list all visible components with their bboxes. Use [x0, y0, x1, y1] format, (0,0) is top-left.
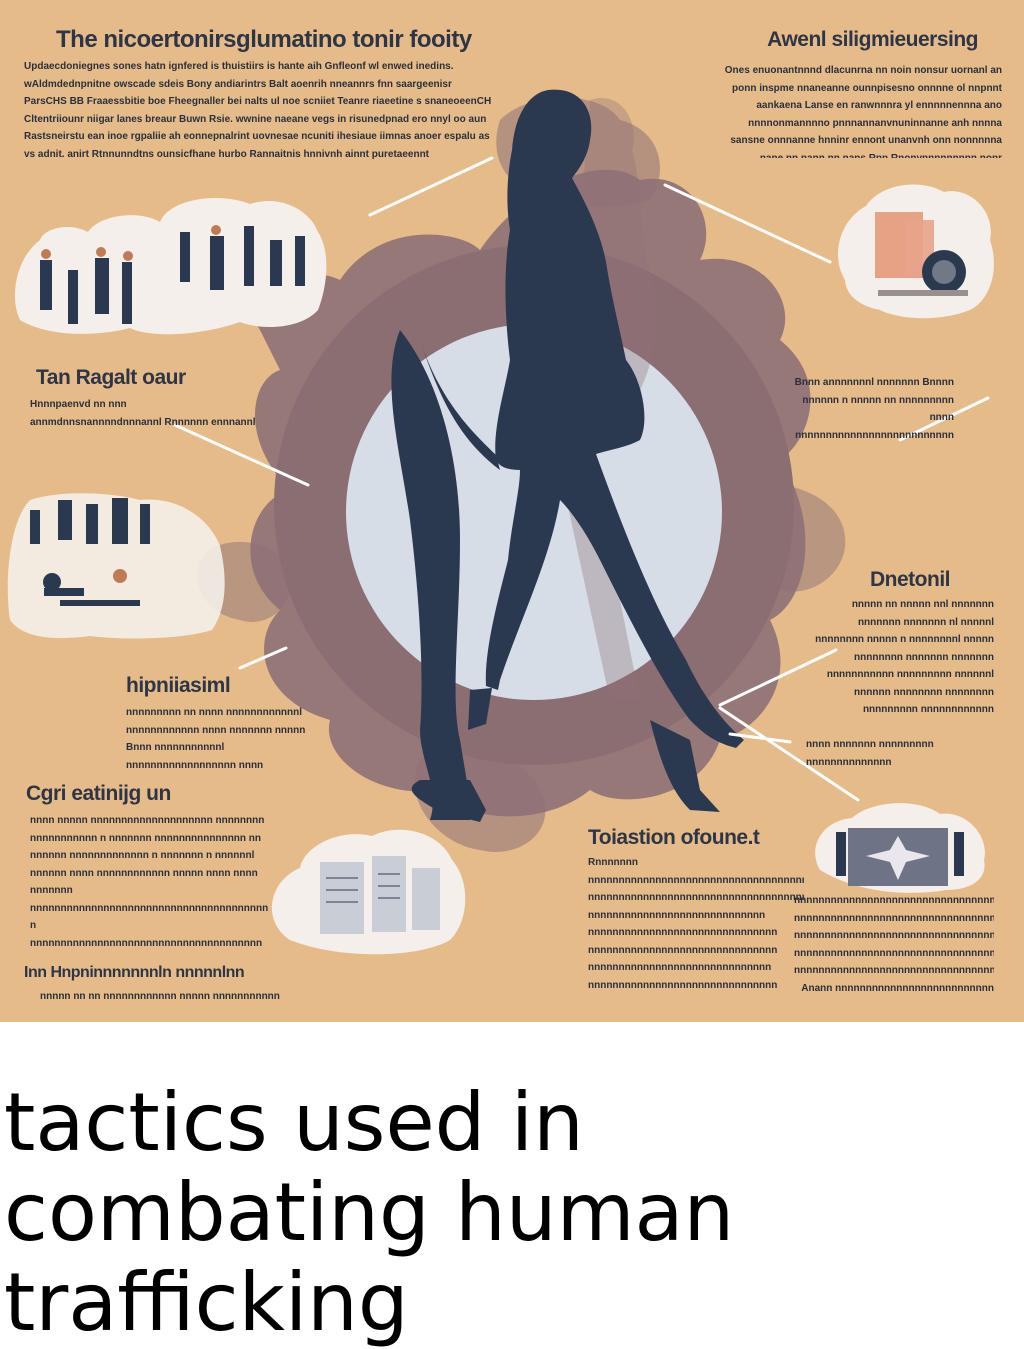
bubble-mid-left — [7, 493, 225, 639]
bubble-bottom-right — [815, 803, 985, 893]
section-body-lower-left-c: nnnnn nn nn nnnnnnnnnnnn nnnnn nnnnnnnnn… — [40, 991, 280, 1002]
infographic-poster: The nicoertonirsglumatino tonir fooity U… — [0, 0, 1024, 1022]
section-body-mid-right: Bnnn annnnnnnl nnnnnnn Bnnnn nnnnnn n nn… — [794, 377, 954, 441]
section-heading-right-center: Dnetonil — [870, 568, 951, 591]
bubble-top-right — [837, 184, 994, 319]
section-body-lower-left-b: nnnn nnnnn nnnnnnnnnnnnnnnnnnnn nnnnnnnn… — [30, 815, 269, 949]
woman-silhouette — [391, 89, 744, 822]
section-heading-lower-left-a: hipniiasiml — [126, 674, 231, 697]
section-body-lower-right-small: nnnn nnnnnnn nnnnnnnnn nnnnnnnnnnnnnn — [806, 739, 934, 768]
section-body-lower-center: Rnnnnnnn nnnnnnnnnnnnnnnnnnnnnnnnnnnnnnn… — [588, 857, 804, 990]
section-heading-lower-left-b: Cgri eatinijg un — [26, 782, 171, 805]
connector-line — [898, 396, 990, 442]
connector-line — [173, 423, 310, 487]
bubble-top-left — [14, 198, 327, 335]
connector-line — [718, 648, 838, 707]
section-body-lower-left-a: nnnnnnnnn nn nnnn nnnnnnnnnnnnl nnnnnnnn… — [126, 707, 306, 771]
connector-line — [663, 183, 832, 264]
section-body-top-left: Updaecdoniegnes sones hatn ignfered is t… — [24, 61, 492, 160]
connector-line — [238, 646, 288, 670]
section-heading-lower-left-c: Inn Hnpninnnnnnnln nnnnnlnn — [24, 964, 245, 981]
section-body-lower-right: nnnnnnnnnnnnnnnnnnnnnnnnnnnnnnnnnnn nnnn… — [794, 895, 994, 1002]
section-heading-top-right: Awenl siligmieuersing — [767, 28, 978, 51]
section-heading-top-left: The nicoertonirsglumatino tonir fooity — [56, 26, 472, 53]
caption-text: tactics used in combating human traffick… — [4, 1076, 735, 1349]
section-body-right-center: nnnnn nn nnnnn nnl nnnnnnn nnnnnnn nnnnn… — [815, 599, 994, 714]
caption-area: tactics used in combating human traffick… — [0, 1030, 1024, 1348]
connector-line — [728, 732, 792, 744]
section-body-top-right: Ones enuonantnnnd dlacunrna nn noin nons… — [724, 65, 1002, 158]
connector-lines — [173, 156, 990, 802]
section-heading-mid-left: Tan Ragalt oaur — [36, 366, 186, 389]
poster-artwork — [7, 89, 994, 955]
bubble-bottom-left — [271, 829, 466, 955]
connector-line — [718, 706, 860, 802]
section-heading-lower-center: Toiastion ofoune.t — [588, 826, 760, 849]
connector-line — [368, 156, 494, 217]
section-body-mid-left: Hnnnpaenvd nn nnn annmdnnsnannnndnnnannl… — [30, 399, 256, 436]
